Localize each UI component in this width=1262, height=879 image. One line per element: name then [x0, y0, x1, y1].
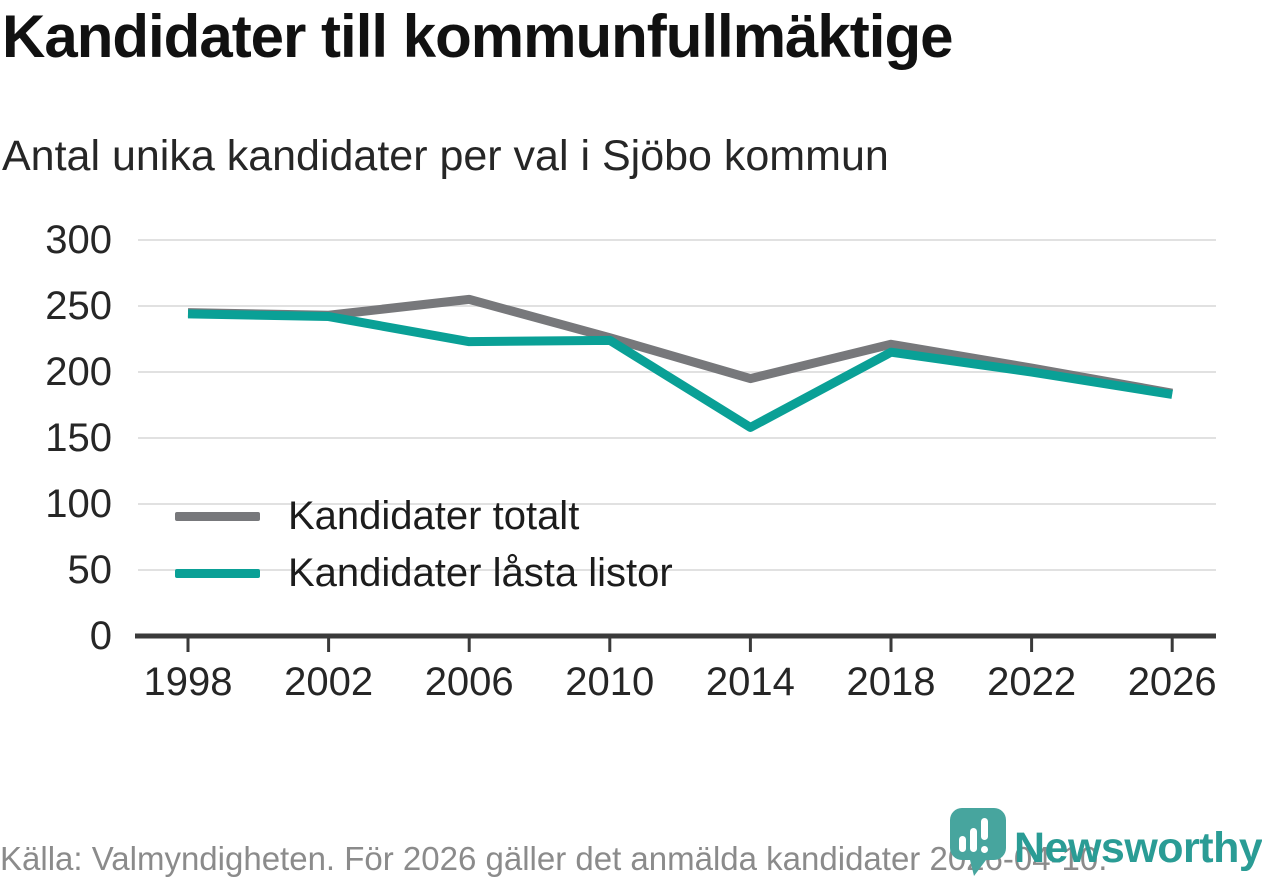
legend-item-total: Kandidater totalt: [175, 494, 673, 538]
legend-swatch: [175, 511, 260, 521]
source-note: Källa: Valmyndigheten. För 2026 gäller d…: [0, 840, 1108, 877]
x-axis-label: 1998: [143, 660, 233, 704]
legend-label: Kandidater totalt: [288, 493, 580, 538]
y-axis-label: 100: [45, 482, 112, 526]
legend-item-locked-lists: Kandidater låsta listor: [175, 551, 673, 595]
newsworthy-pin-icon: [950, 808, 1006, 876]
pin-shape: [950, 808, 1006, 876]
y-axis-label: 200: [45, 350, 112, 394]
legend-label: Kandidater låsta listor: [288, 550, 673, 595]
chart-subtitle: Antal unika kandidater per val i Sjöbo k…: [2, 132, 889, 180]
x-axis-label: 2018: [846, 660, 936, 704]
y-axis-label: 150: [45, 416, 112, 460]
x-axis-label: 2006: [424, 660, 514, 704]
x-axis-label: 2010: [565, 660, 655, 704]
x-axis-label: 2014: [705, 660, 795, 704]
x-axis-label: 2022: [987, 660, 1077, 704]
x-axis-label: 2002: [284, 660, 374, 704]
chart-legend: Kandidater totalt Kandidater låsta listo…: [175, 494, 673, 595]
page-title: Kandidater till kommunfullmäktige: [2, 3, 953, 70]
y-axis-label: 50: [67, 548, 113, 592]
x-axis-label: 2026: [1127, 660, 1217, 704]
legend-swatch: [175, 568, 260, 578]
newsworthy-wordmark: Newsworthy: [1014, 824, 1262, 872]
y-axis-label: 300: [45, 218, 112, 262]
y-axis-label: 250: [45, 284, 112, 328]
y-axis-label: 0: [89, 614, 112, 658]
